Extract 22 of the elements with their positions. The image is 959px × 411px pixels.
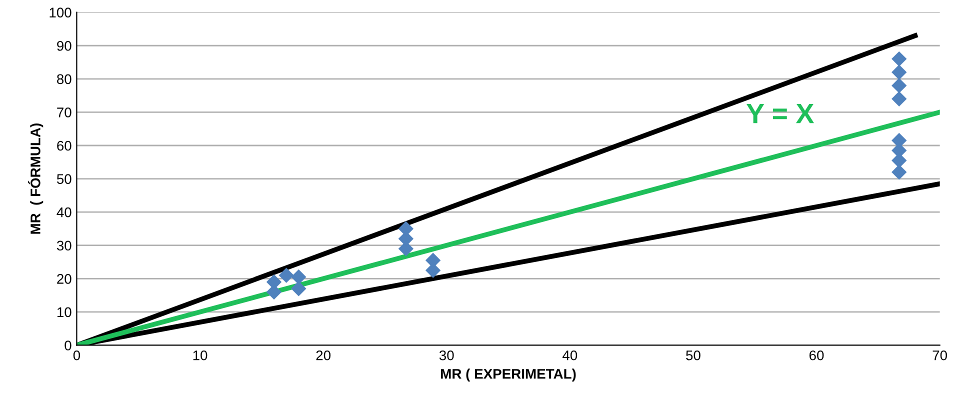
x-axis-title: MR ( EXPERIMETAL) bbox=[441, 368, 576, 382]
y-tick-label: 60 bbox=[57, 140, 72, 151]
y-tick-label: 20 bbox=[57, 274, 72, 284]
y-tick-label: 90 bbox=[57, 40, 72, 51]
y-tick-label: 0 bbox=[64, 340, 72, 350]
annotation: Y = X bbox=[746, 104, 814, 124]
y-tick-label: 70 bbox=[57, 108, 72, 118]
x-tick-label: 20 bbox=[316, 350, 330, 360]
y-tick-label: 50 bbox=[56, 174, 72, 184]
x-tick-label: 40 bbox=[562, 350, 578, 360]
y-tick-label: 40 bbox=[56, 207, 72, 218]
y-tick-label: 30 bbox=[56, 240, 72, 251]
x-tick-label: 10 bbox=[193, 350, 208, 360]
x-tick-label: 50 bbox=[686, 350, 700, 360]
y-tick-label: 80 bbox=[57, 74, 72, 84]
y-tick-label: 10 bbox=[57, 307, 72, 318]
x-tick-label: 70 bbox=[932, 350, 947, 360]
y-tick-label: 100 bbox=[50, 8, 72, 18]
x-tick-label: 60 bbox=[810, 350, 824, 360]
y-axis-title: MR ( FÓRMULA) bbox=[28, 124, 44, 234]
x-tick-label: 30 bbox=[439, 350, 454, 360]
x-tick-label: 0 bbox=[73, 350, 80, 360]
